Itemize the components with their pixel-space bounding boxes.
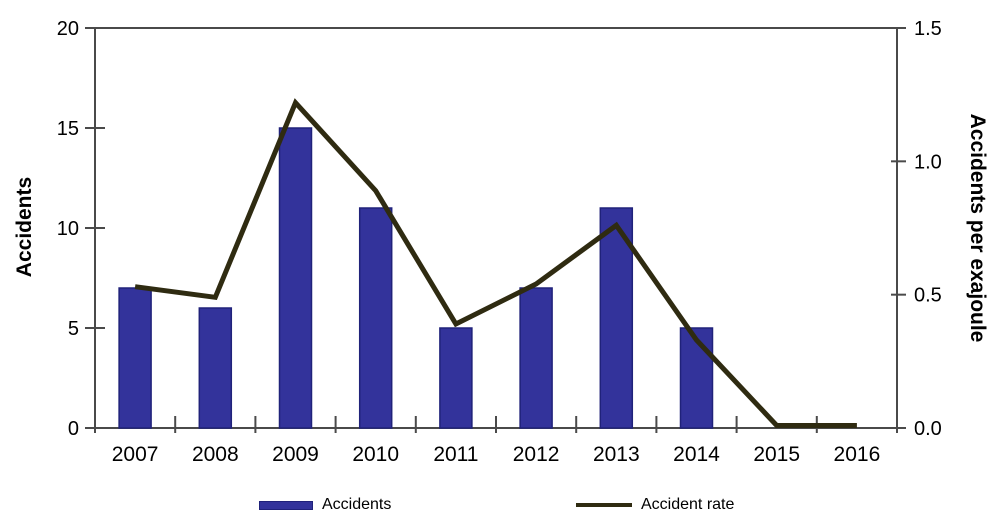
left-axis-title: Accidents — [13, 176, 36, 278]
right-axis-tick-label: 0.0 — [914, 418, 942, 440]
left-axis-tick-label: 15 — [57, 118, 79, 140]
x-axis-label-2010: 2010 — [352, 443, 399, 466]
bar-2012 — [519, 287, 553, 429]
left-axis-tick-label: 5 — [68, 318, 79, 340]
left-axis-tick-label: 10 — [57, 218, 79, 240]
x-axis-label-2012: 2012 — [513, 443, 560, 466]
x-axis-label-2008: 2008 — [192, 443, 239, 466]
accident-rate-line — [134, 98, 857, 428]
x-axis-label-2009: 2009 — [272, 443, 319, 466]
x-axis-label-2013: 2013 — [593, 443, 640, 466]
legend-bar-swatch-icon — [259, 500, 313, 510]
left-axis-tick-label: 0 — [68, 418, 79, 440]
bar-2008 — [198, 307, 233, 429]
legend-line-swatch-icon — [576, 503, 632, 507]
left-axis-tick-label: 20 — [57, 18, 79, 40]
legend-accident-rate-label: Accident rate — [641, 496, 735, 513]
right-axis-tick-label: 1.5 — [914, 18, 942, 40]
x-axis-label-2007: 2007 — [112, 443, 159, 466]
bar-2007 — [118, 287, 152, 429]
x-axis-label-2011: 2011 — [433, 443, 478, 466]
legend-item-accident-rate: Accident rate — [576, 494, 734, 516]
x-axis-label-2016: 2016 — [834, 443, 881, 466]
bar-2011 — [439, 327, 473, 429]
right-axis-title: Accidents per exajoule — [966, 113, 989, 343]
x-axis-label-2014: 2014 — [673, 443, 720, 466]
bar-2014 — [679, 327, 714, 429]
bar-2009 — [278, 127, 313, 429]
x-axis-label-2015: 2015 — [753, 443, 800, 466]
legend-item-accidents: Accidents — [259, 494, 391, 516]
bar-2010 — [358, 207, 393, 429]
right-axis-tick-label: 1.0 — [914, 151, 942, 173]
legend-accidents-label: Accidents — [322, 496, 392, 513]
right-axis-tick-label: 0.5 — [914, 285, 942, 307]
